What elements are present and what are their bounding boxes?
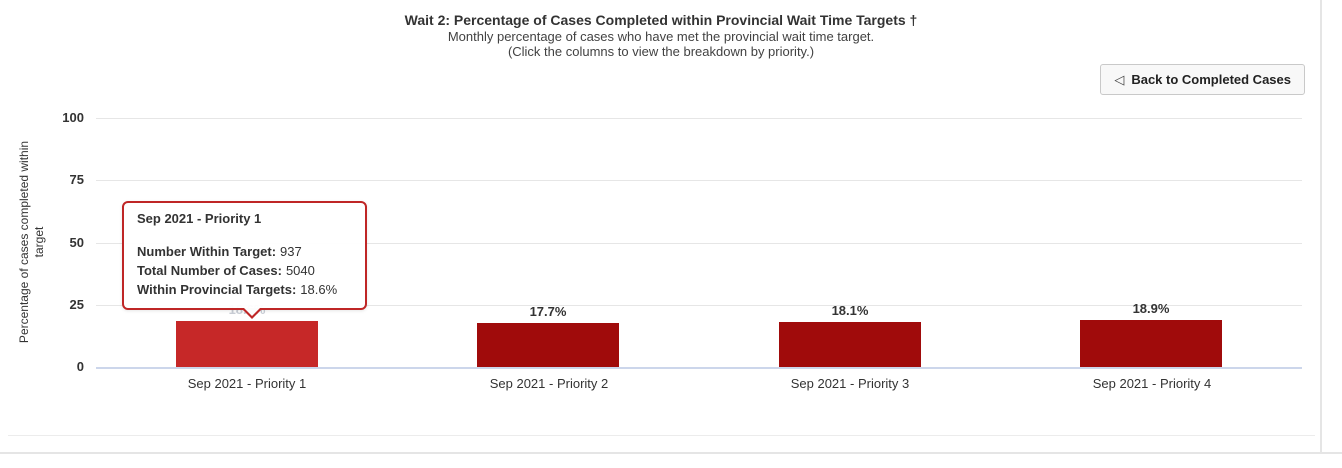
grid-line (96, 305, 1302, 306)
y-axis-tick-label: 50 (69, 235, 84, 250)
x-axis-line (96, 367, 1302, 369)
tooltip-row: Within Provincial Targets: 18.6% (137, 280, 352, 299)
column-sep-2021-priority-1[interactable] (176, 321, 318, 367)
chart-bottom-divider (8, 435, 1315, 436)
tooltip: Sep 2021 - Priority 1 Number Within Targ… (122, 201, 367, 319)
chart-subtitle-line2: (Click the columns to view the breakdown… (507, 44, 815, 59)
tooltip-row-label: Total Number of Cases: (137, 263, 282, 278)
chart-title: Wait 2: Percentage of Cases Completed wi… (404, 12, 918, 28)
tooltip-row-label: Within Provincial Targets: (137, 282, 297, 297)
grid-line (96, 118, 1302, 119)
column-sep-2021-priority-4[interactable] (1080, 320, 1222, 367)
tooltip-row: Total Number of Cases: 5040 (137, 261, 352, 280)
tooltip-row-value: 937 (280, 244, 302, 259)
column-value-label: 17.7% (529, 304, 567, 319)
x-axis-category-label: Sep 2021 - Priority 4 (1092, 376, 1212, 391)
chart-header: Wait 2: Percentage of Cases Completed wi… (0, 12, 1322, 59)
x-axis-category-label: Sep 2021 - Priority 3 (790, 376, 910, 391)
back-arrow-icon: ◁ (1114, 72, 1125, 87)
page-bottom-divider (0, 452, 1342, 454)
back-to-completed-cases-button[interactable]: ◁ Back to Completed Cases (1100, 64, 1305, 95)
tooltip-row-value: 18.6% (300, 282, 338, 297)
column-value-label: 18.1% (831, 303, 869, 318)
x-axis-category-label: Sep 2021 - Priority 2 (489, 376, 609, 391)
tooltip-row-label: Number Within Target: (137, 244, 277, 259)
column-value-label: 18.9% (1132, 301, 1170, 316)
y-axis-tick-label: 25 (69, 297, 84, 312)
chart-subtitle-line1: Monthly percentage of cases who have met… (447, 29, 875, 44)
y-axis-tick-label: 0 (76, 359, 84, 374)
tooltip-title: Sep 2021 - Priority 1 (137, 211, 262, 226)
tooltip-row-value: 5040 (285, 263, 315, 278)
back-button-label: Back to Completed Cases (1131, 72, 1291, 87)
column-sep-2021-priority-2[interactable] (477, 323, 619, 367)
y-axis-tick-label: 75 (69, 172, 84, 187)
grid-line (96, 180, 1302, 181)
tooltip-row: Number Within Target: 937 (137, 242, 352, 261)
y-axis-tick-label: 100 (62, 110, 84, 125)
x-axis-category-label: Sep 2021 - Priority 1 (187, 376, 307, 391)
page-right-border (1320, 0, 1322, 454)
column-sep-2021-priority-3[interactable] (779, 322, 921, 367)
grid-line (96, 243, 1302, 244)
